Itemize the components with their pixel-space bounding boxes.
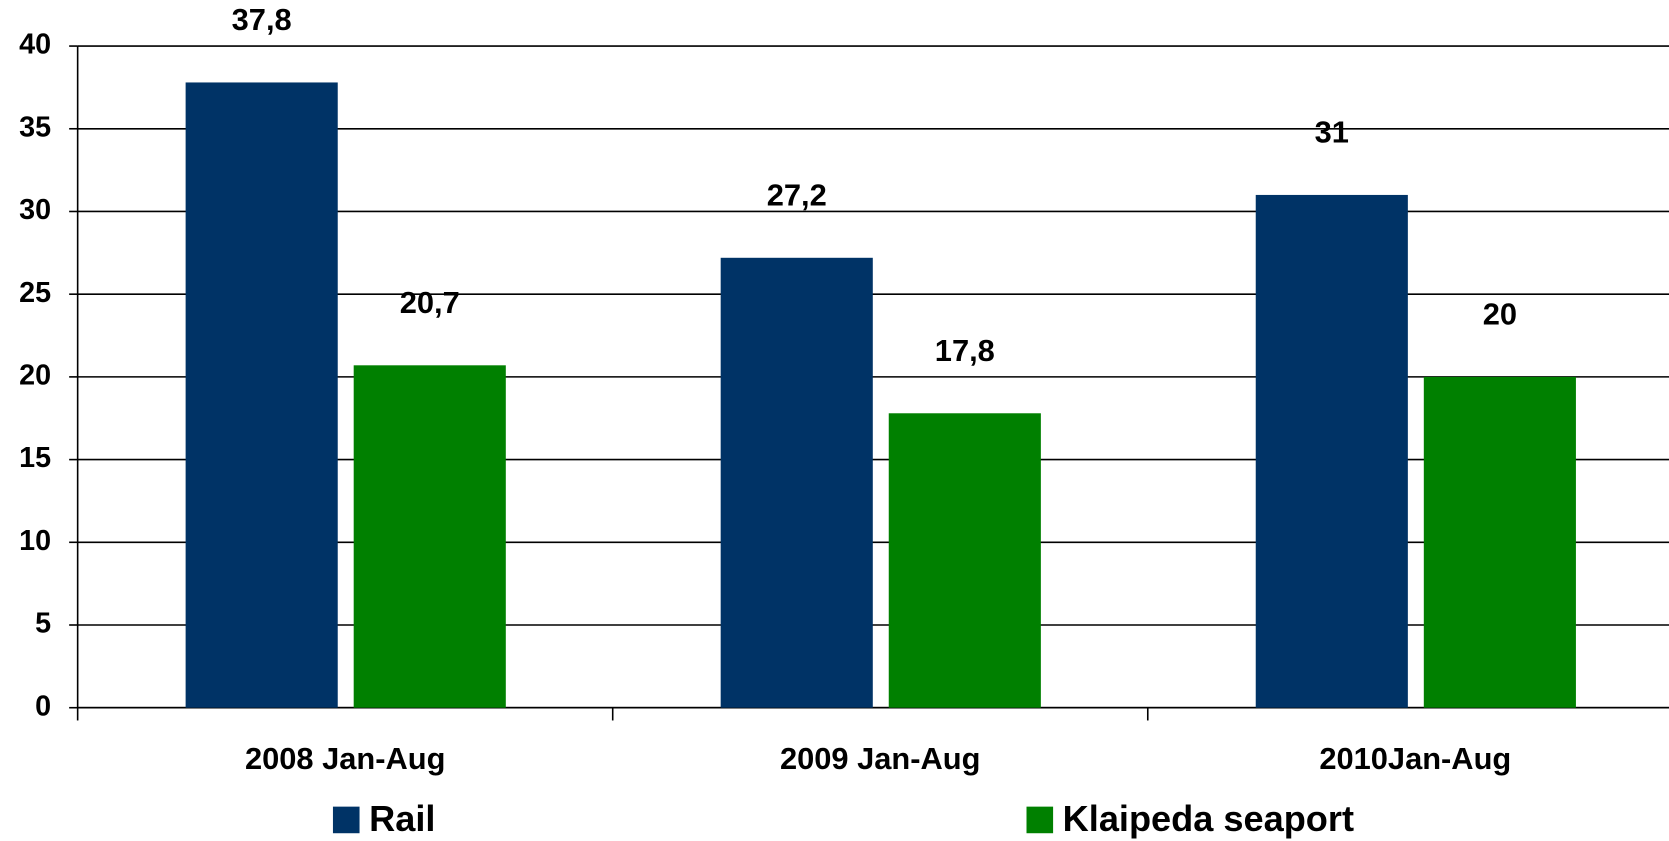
legend-label: Klaipeda seaport xyxy=(1063,798,1354,839)
y-tick-label: 15 xyxy=(19,442,51,474)
y-tick-label: 30 xyxy=(19,194,51,226)
legend-swatch xyxy=(1026,806,1054,834)
bar xyxy=(1423,376,1576,708)
x-tick-label: 2008 Jan-Aug xyxy=(245,741,445,776)
value-label: 37,8 xyxy=(232,2,292,37)
bar xyxy=(720,257,873,708)
y-tick-label: 35 xyxy=(19,111,51,143)
y-tick-label: 20 xyxy=(19,359,51,391)
value-label: 17,8 xyxy=(935,333,995,368)
bar xyxy=(353,365,506,708)
x-tick-label: 2010Jan-Aug xyxy=(1319,741,1511,776)
value-label: 20 xyxy=(1483,296,1517,331)
y-tick-label: 0 xyxy=(35,690,51,722)
legend-swatch xyxy=(332,806,360,834)
value-label: 31 xyxy=(1315,114,1349,149)
y-tick-label: 5 xyxy=(35,608,51,640)
bar xyxy=(1255,194,1408,708)
y-tick-label: 40 xyxy=(19,29,51,61)
y-tick-label: 25 xyxy=(19,277,51,309)
legend-label: Rail xyxy=(369,798,435,839)
bar xyxy=(185,82,338,708)
bar xyxy=(888,413,1041,708)
x-tick-label: 2009 Jan-Aug xyxy=(780,741,980,776)
value-label: 20,7 xyxy=(400,285,460,320)
y-tick-label: 10 xyxy=(19,525,51,557)
value-label: 27,2 xyxy=(767,177,827,212)
